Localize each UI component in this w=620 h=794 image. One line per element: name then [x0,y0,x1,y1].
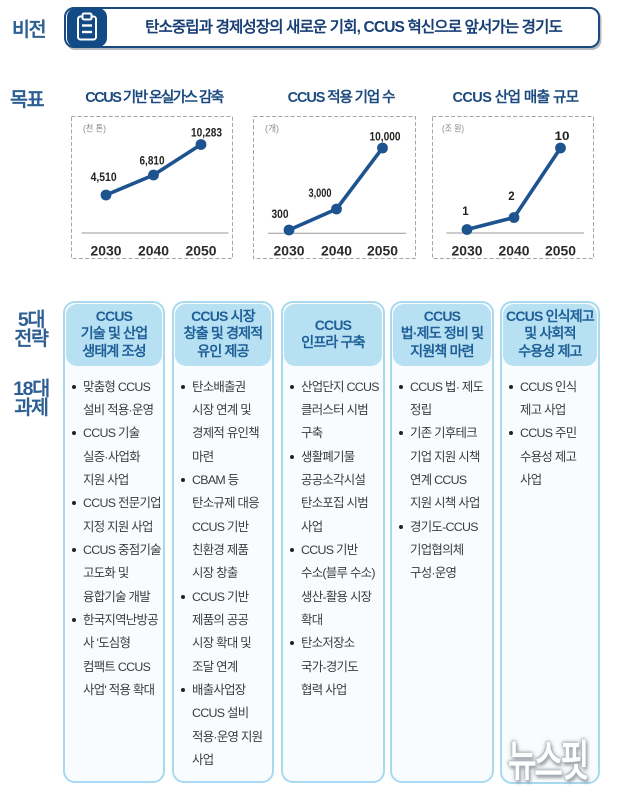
svg-text:2050: 2050 [545,244,576,259]
svg-text:(개): (개) [265,124,279,134]
svg-text:(조 원): (조 원) [442,124,464,134]
svg-text:2: 2 [508,191,514,203]
svg-text:300: 300 [272,209,289,221]
svg-text:2030: 2030 [452,244,483,259]
svg-text:3,000: 3,000 [309,188,332,200]
svg-text:10: 10 [555,131,570,143]
svg-text:10,000: 10,000 [370,132,401,144]
svg-text:4,510: 4,510 [91,172,117,184]
svg-text:(천 톤): (천 톤) [83,124,106,134]
svg-text:2040: 2040 [321,244,352,259]
svg-text:2030: 2030 [274,244,305,259]
svg-text:2040: 2040 [138,244,169,259]
svg-text:6,810: 6,810 [140,156,165,168]
svg-text:2040: 2040 [499,244,530,259]
svg-text:2030: 2030 [91,244,122,259]
svg-text:2050: 2050 [186,244,217,259]
svg-text:1: 1 [462,206,469,218]
svg-text:2050: 2050 [367,244,398,259]
svg-text:10,283: 10,283 [191,128,222,140]
